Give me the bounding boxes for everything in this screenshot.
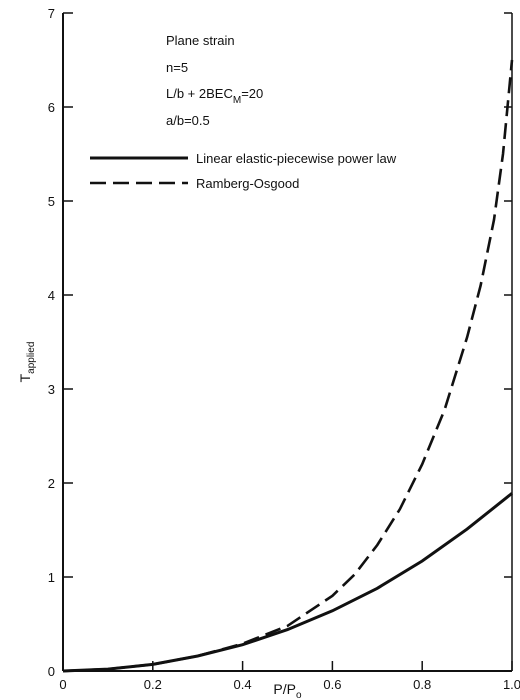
x-axis-label-subscript: o <box>296 690 302 700</box>
y-tick-label: 5 <box>48 194 55 209</box>
y-tick-label: 1 <box>48 570 55 585</box>
x-tick-label: 0.8 <box>413 677 431 692</box>
annotation-text: L/b + 2BECM=20 <box>166 86 263 106</box>
y-tick-label: 0 <box>48 664 55 679</box>
legend: Linear elastic-piecewise power law Ramber… <box>90 151 397 191</box>
x-axis-label: P/Po <box>273 681 302 700</box>
series-line-ramberg-osgood <box>62 59 514 673</box>
annotation-suffix: =20 <box>241 86 263 101</box>
series-lines <box>62 59 514 673</box>
y-tick-label: 7 <box>48 6 55 21</box>
annotation-subscript: M <box>233 95 241 106</box>
annotation-text: n=5 <box>166 60 188 75</box>
y-tick-label: 2 <box>48 476 55 491</box>
series-line-linear-elastic <box>62 492 513 673</box>
y-axis-label: Tapplied <box>17 342 37 383</box>
y-tick-label: 6 <box>48 100 55 115</box>
annotation-text: Plane strain <box>166 33 235 48</box>
y-tick-label: 4 <box>48 288 55 303</box>
legend-label: Linear elastic-piecewise power law <box>196 151 397 166</box>
x-tick-label: 0.2 <box>144 677 162 692</box>
annotations: Plane strain n=5 L/b + 2BECM=20 a/b=0.5 <box>166 33 263 128</box>
axes <box>62 13 513 672</box>
x-tick-label: 0 <box>59 677 66 692</box>
annotation-text: a/b=0.5 <box>166 113 210 128</box>
axis-labels: P/Po Tapplied <box>17 342 302 700</box>
y-tick-label: 3 <box>48 382 55 397</box>
x-tick-label: 0.6 <box>323 677 341 692</box>
ticks: 0 1 2 3 4 5 6 7 0 0.2 0.4 0.6 0.8 1.0 <box>48 6 520 692</box>
x-tick-label: 0.4 <box>234 677 252 692</box>
legend-label: Ramberg-Osgood <box>196 176 299 191</box>
x-tick-label: 1.0 <box>503 677 520 692</box>
y-axis-label-subscript: applied <box>26 342 37 374</box>
